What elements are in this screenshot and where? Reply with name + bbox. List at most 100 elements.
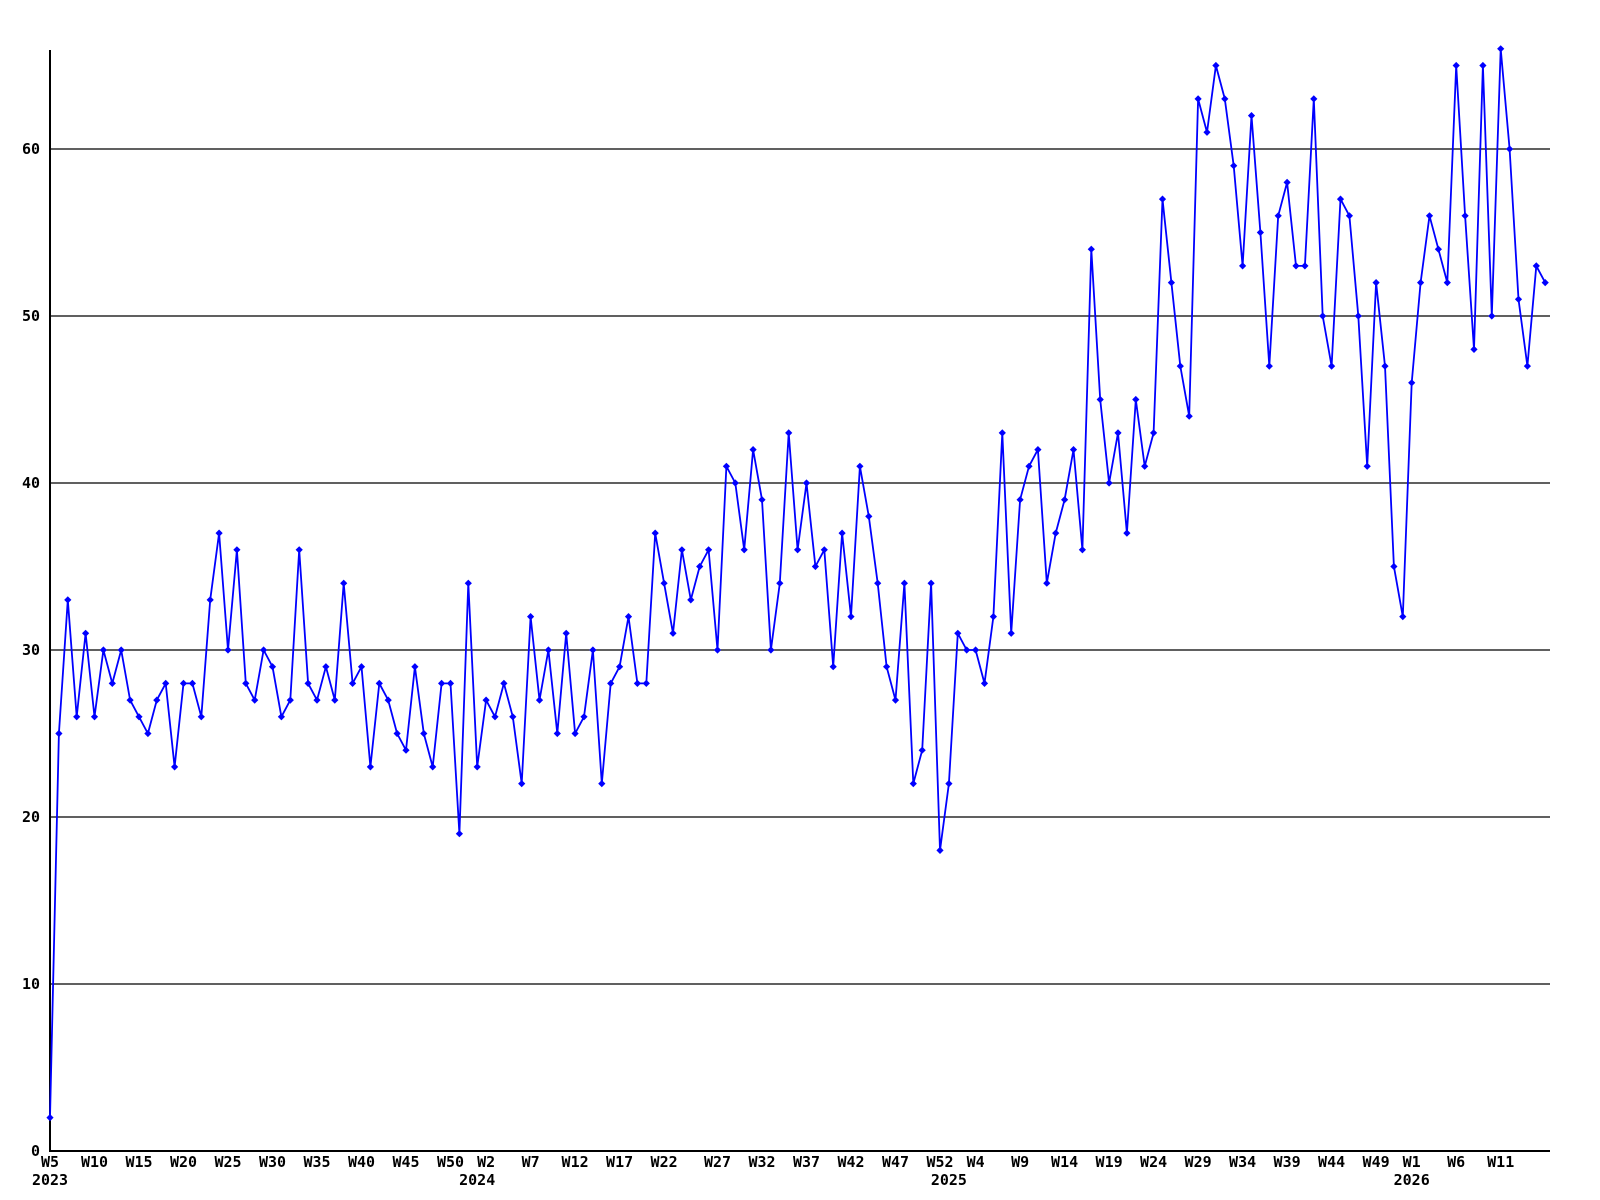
data-point bbox=[473, 763, 481, 771]
data-point bbox=[598, 780, 606, 788]
x-tick-label-w15: W15 bbox=[125, 1153, 152, 1171]
data-point bbox=[1123, 529, 1131, 537]
x-tick-label-w32: W32 bbox=[748, 1153, 775, 1171]
data-point bbox=[1061, 496, 1069, 504]
x-tick-label-w50: W50 bbox=[437, 1153, 464, 1171]
data-point bbox=[1390, 562, 1398, 571]
data-point bbox=[482, 696, 490, 704]
data-point bbox=[972, 646, 980, 654]
data-point bbox=[1328, 362, 1336, 370]
data-point bbox=[829, 663, 837, 671]
year-label-2026: 2026 bbox=[1394, 1171, 1430, 1189]
data-point bbox=[349, 679, 357, 687]
data-point bbox=[260, 646, 268, 654]
data-point bbox=[802, 479, 811, 487]
data-point bbox=[1167, 279, 1175, 287]
data-point bbox=[242, 679, 250, 687]
data-point bbox=[1417, 279, 1425, 287]
data-point bbox=[660, 579, 668, 587]
data-point bbox=[1452, 61, 1460, 70]
data-series bbox=[46, 45, 1549, 1122]
data-point bbox=[144, 729, 152, 738]
y-tick-label-0: 0 bbox=[31, 1142, 40, 1160]
y-tick-label-50: 50 bbox=[22, 307, 40, 325]
data-point bbox=[340, 579, 348, 587]
data-point bbox=[82, 629, 90, 637]
data-point bbox=[1506, 145, 1514, 153]
data-point bbox=[1052, 529, 1060, 537]
data-point bbox=[55, 729, 63, 738]
x-tick-label-w45: W45 bbox=[392, 1153, 419, 1171]
data-point bbox=[375, 679, 383, 687]
data-point bbox=[847, 613, 855, 621]
data-point bbox=[980, 679, 989, 687]
data-point bbox=[936, 846, 944, 854]
data-point bbox=[571, 729, 579, 738]
data-point bbox=[188, 679, 196, 687]
gridlines bbox=[50, 148, 1550, 985]
data-point bbox=[402, 746, 410, 754]
data-point bbox=[535, 696, 544, 704]
data-point bbox=[1132, 395, 1140, 404]
data-point bbox=[1114, 429, 1122, 437]
data-point bbox=[998, 429, 1006, 437]
data-point bbox=[171, 763, 179, 771]
data-point bbox=[1292, 262, 1300, 270]
data-point bbox=[1203, 128, 1211, 136]
data-point bbox=[286, 696, 294, 704]
data-point bbox=[233, 546, 241, 554]
data-point bbox=[1372, 279, 1380, 287]
data-point bbox=[1354, 312, 1362, 320]
x-tick-label-w11: W11 bbox=[1487, 1153, 1514, 1171]
data-point bbox=[1176, 362, 1184, 370]
data-point bbox=[464, 579, 472, 587]
y-tick-label-30: 30 bbox=[22, 641, 40, 659]
data-point bbox=[179, 679, 188, 687]
data-point bbox=[874, 579, 882, 587]
data-point bbox=[1069, 446, 1078, 454]
data-point bbox=[90, 713, 99, 721]
data-point bbox=[1310, 95, 1318, 103]
axes bbox=[49, 50, 1550, 1152]
data-point bbox=[322, 663, 330, 671]
data-point bbox=[162, 679, 170, 687]
data-point bbox=[1043, 579, 1051, 587]
data-point bbox=[108, 679, 116, 687]
x-tick-label-w35: W35 bbox=[303, 1153, 330, 1171]
data-point bbox=[1185, 412, 1193, 420]
data-point bbox=[1230, 162, 1238, 170]
data-point bbox=[678, 546, 686, 554]
data-point bbox=[1425, 212, 1434, 220]
data-point bbox=[1399, 613, 1407, 621]
data-point bbox=[215, 529, 223, 537]
x-tick-label-w24: W24 bbox=[1140, 1153, 1167, 1171]
data-point bbox=[411, 663, 419, 671]
data-point bbox=[820, 546, 828, 554]
x-tick-label-w20: W20 bbox=[170, 1153, 197, 1171]
data-point bbox=[197, 713, 205, 721]
data-point bbox=[1007, 629, 1015, 637]
data-point bbox=[1158, 195, 1167, 203]
data-point bbox=[713, 646, 722, 654]
data-point bbox=[509, 713, 517, 721]
data-point bbox=[1150, 429, 1158, 437]
x-tick-label-w12: W12 bbox=[562, 1153, 589, 1171]
data-point bbox=[553, 729, 561, 738]
data-point bbox=[642, 679, 650, 687]
data-point bbox=[669, 629, 677, 637]
data-point bbox=[1274, 212, 1282, 220]
data-point bbox=[438, 679, 446, 687]
x-tick-label-w49: W49 bbox=[1363, 1153, 1390, 1171]
data-point bbox=[856, 462, 864, 470]
data-point bbox=[1470, 345, 1478, 353]
data-point bbox=[277, 713, 285, 721]
data-point bbox=[46, 1114, 54, 1122]
x-tick-label-w22: W22 bbox=[651, 1153, 678, 1171]
y-tick-label-40: 40 bbox=[22, 474, 40, 492]
data-point bbox=[491, 713, 499, 721]
x-axis-tick-labels: W5 W10 W15 W20 W25 W30 W35 W40 W45 W50 W2 W7 W12 W17 W… bbox=[41, 1153, 1514, 1171]
x-tick-label-w17: W17 bbox=[606, 1153, 633, 1171]
x-tick-label-w34: W34 bbox=[1229, 1153, 1256, 1171]
